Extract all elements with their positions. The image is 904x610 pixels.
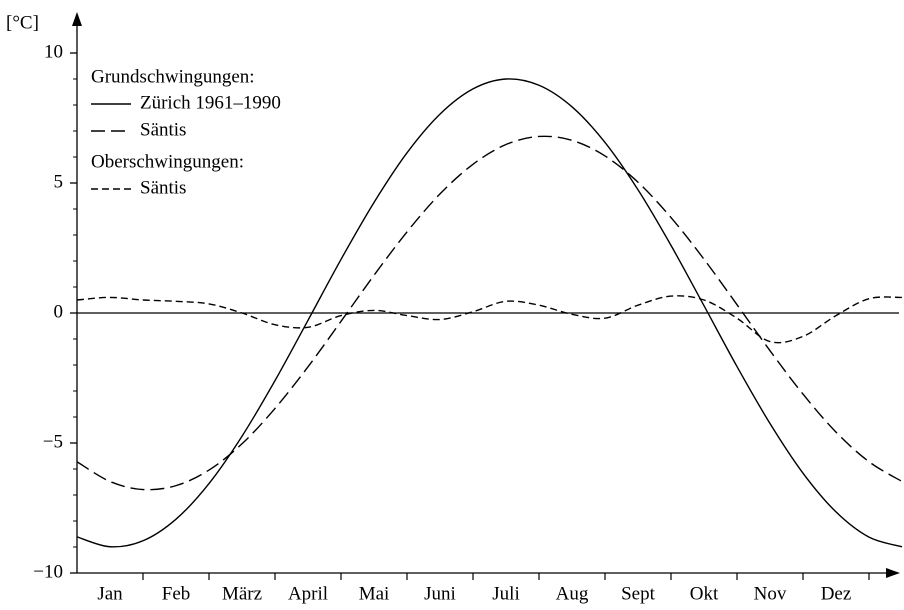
series-line <box>76 295 903 344</box>
y-tick-label: −5 <box>43 431 63 452</box>
y-tick-label: 10 <box>44 41 63 62</box>
x-tick-label: Feb <box>162 583 191 604</box>
x-tick-label: Juni <box>424 583 456 604</box>
x-tick-label: April <box>288 583 328 604</box>
x-tick-label: Mai <box>359 583 390 604</box>
x-tick-label: März <box>222 583 262 604</box>
y-axis-label: [°C] <box>6 12 39 33</box>
x-tick-label: Juli <box>492 583 519 604</box>
y-tick-label: −10 <box>33 561 63 582</box>
x-tick-label: Nov <box>754 583 787 604</box>
y-tick-label: 0 <box>54 301 64 322</box>
y-tick-label: 5 <box>54 171 64 192</box>
x-tick-label: Jan <box>97 583 123 604</box>
legend-label: Säntis <box>140 119 186 140</box>
x-axis-arrow <box>886 568 900 578</box>
y-axis-arrow <box>72 12 82 26</box>
x-tick-label: Aug <box>556 583 589 604</box>
x-tick-label: Dez <box>821 583 852 604</box>
x-tick-label: Okt <box>690 583 719 604</box>
series-line <box>76 135 903 491</box>
legend-group-title: Grundschwingungen: <box>91 66 255 87</box>
series-line <box>76 78 903 548</box>
legend-label: Säntis <box>140 177 186 198</box>
legend-label: Zürich 1961–1990 <box>140 92 281 113</box>
x-tick-label: Sept <box>621 583 656 604</box>
legend-group-title: Oberschwingungen: <box>91 151 244 172</box>
